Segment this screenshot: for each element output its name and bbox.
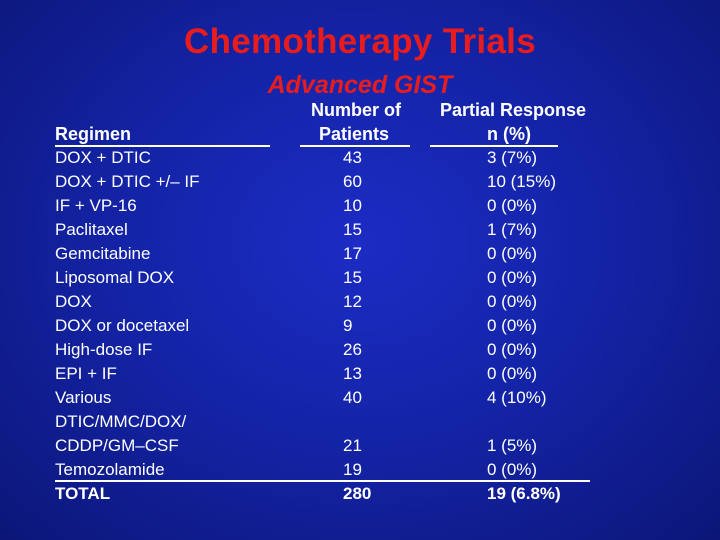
table-row: High-dose IF 26 0 (0%)	[0, 338, 720, 362]
table-row: DOX + DTIC +/– IF 60 10 (15%)	[0, 170, 720, 194]
response-cell: 0 (0%)	[487, 292, 538, 311]
slide-title: Chemotherapy Trials	[184, 22, 536, 61]
response-cell: 0 (0%)	[487, 316, 538, 335]
patients-cell: 17	[343, 244, 362, 263]
patients-cell: 9	[343, 316, 353, 335]
regimen-cell: DTIC/MMC/DOX/	[55, 412, 187, 431]
response-cell: 3 (7%)	[487, 148, 538, 167]
patients-cell: 13	[343, 364, 362, 383]
regimen-cell: Temozolamide	[55, 460, 165, 479]
response-cell: 0 (0%)	[487, 196, 538, 215]
response-cell: 0 (0%)	[487, 244, 538, 263]
patients-cell: 40	[343, 388, 362, 407]
response-cell: 0 (0%)	[487, 340, 538, 359]
patients-cell: 12	[343, 292, 362, 311]
table-row: Liposomal DOX 15 0 (0%)	[0, 266, 720, 290]
table-row: DOX 12 0 (0%)	[0, 290, 720, 314]
regimen-cell: DOX + DTIC	[55, 148, 151, 167]
patients-cell: 60	[343, 172, 362, 191]
total-separator-line	[55, 480, 590, 482]
table-row: IF + VP-16 10 0 (0%)	[0, 194, 720, 218]
patients-cell: 19	[343, 460, 362, 479]
table-row: Paclitaxel 15 1 (7%)	[0, 218, 720, 242]
patients-cell: 15	[343, 268, 362, 287]
regimen-cell: Liposomal DOX	[55, 268, 175, 287]
response-cell: 10 (15%)	[487, 172, 556, 191]
total-patients: 280	[343, 484, 372, 503]
patients-cell: 15	[343, 220, 362, 239]
regimen-cell: DOX or docetaxel	[55, 316, 190, 335]
patients-cell: 21	[343, 436, 362, 455]
table-row-total: TOTAL 280 19 (6.8%)	[0, 482, 720, 506]
regimen-cell: Gemcitabine	[55, 244, 151, 263]
regimen-cell: DOX	[55, 292, 92, 311]
patients-cell: 43	[343, 148, 362, 167]
table-row: Temozolamide 19 0 (0%)	[0, 458, 720, 482]
table-row: EPI + IF 13 0 (0%)	[0, 362, 720, 386]
total-label: TOTAL	[55, 484, 111, 503]
slide-subtitle: Advanced GIST	[267, 71, 453, 99]
regimen-cell: DOX + DTIC +/– IF	[55, 172, 200, 191]
response-cell: 1 (7%)	[487, 220, 538, 239]
regimen-cell: High-dose IF	[55, 340, 153, 359]
regimen-cell: Paclitaxel	[55, 220, 128, 239]
header-patients-line1: Number of	[311, 100, 401, 120]
patients-cell: 10	[343, 196, 362, 215]
response-cell: 1 (5%)	[487, 436, 538, 455]
header-patients-line2: Patients	[319, 124, 390, 144]
header-regimen: Regimen	[55, 124, 132, 144]
header-response-line1: Partial Response	[440, 100, 587, 120]
table-row: Various 40 4 (10%)	[0, 386, 720, 410]
header-underline-regimen	[55, 145, 270, 147]
response-cell: 0 (0%)	[487, 268, 538, 287]
response-cell: 4 (10%)	[487, 388, 547, 407]
table-row: Gemcitabine 17 0 (0%)	[0, 242, 720, 266]
header-response-line2: n (%)	[487, 124, 531, 144]
response-cell: 0 (0%)	[487, 460, 538, 479]
table-row: DTIC/MMC/DOX/	[0, 410, 720, 434]
table-row: CDDP/GM–CSF 21 1 (5%)	[0, 434, 720, 458]
response-cell: 0 (0%)	[487, 364, 538, 383]
table-row: DOX or docetaxel 9 0 (0%)	[0, 314, 720, 338]
header-underline-patients	[300, 145, 410, 147]
regimen-cell: IF + VP-16	[55, 196, 137, 215]
patients-cell: 26	[343, 340, 362, 359]
header-underline-response	[430, 145, 558, 147]
regimen-cell: EPI + IF	[55, 364, 117, 383]
regimen-cell: Various	[55, 388, 112, 407]
total-response: 19 (6.8%)	[487, 484, 561, 503]
table-row: DOX + DTIC 43 3 (7%)	[0, 146, 720, 170]
regimen-cell: CDDP/GM–CSF	[55, 436, 179, 455]
